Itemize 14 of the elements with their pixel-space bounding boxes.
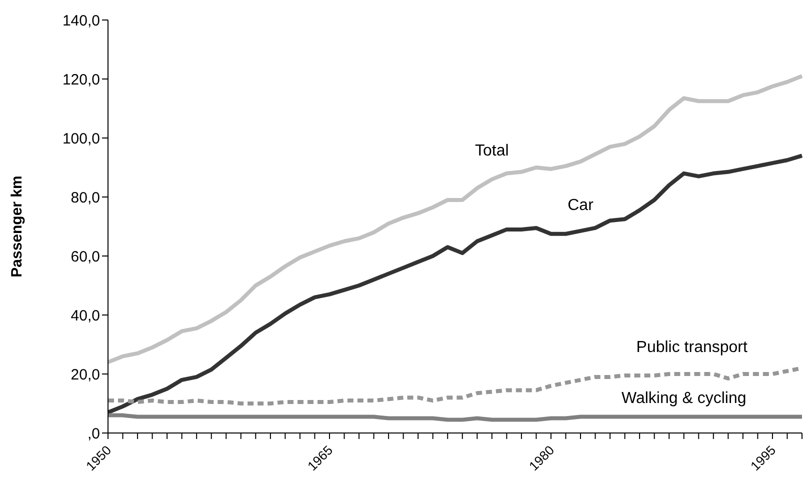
y-tick-label: 100,0 (62, 130, 100, 148)
y-tick-label: 60,0 (70, 248, 100, 266)
y-tick-label: 140,0 (62, 12, 100, 30)
series-label: Car (568, 196, 594, 214)
y-tick-label: ,0 (87, 425, 100, 442)
y-axis-title: Passenger km (8, 176, 26, 278)
series-label: Total (475, 142, 509, 160)
series-label: Walking & cycling (621, 390, 746, 407)
line-series (106, 74, 804, 364)
series-label: Public transport (636, 339, 748, 356)
y-tick-label: 80,0 (70, 189, 100, 206)
y-tick-label: 20,0 (70, 366, 100, 384)
y-tick-label: 40,0 (70, 307, 100, 324)
y-tick-label: 120,0 (62, 71, 100, 88)
